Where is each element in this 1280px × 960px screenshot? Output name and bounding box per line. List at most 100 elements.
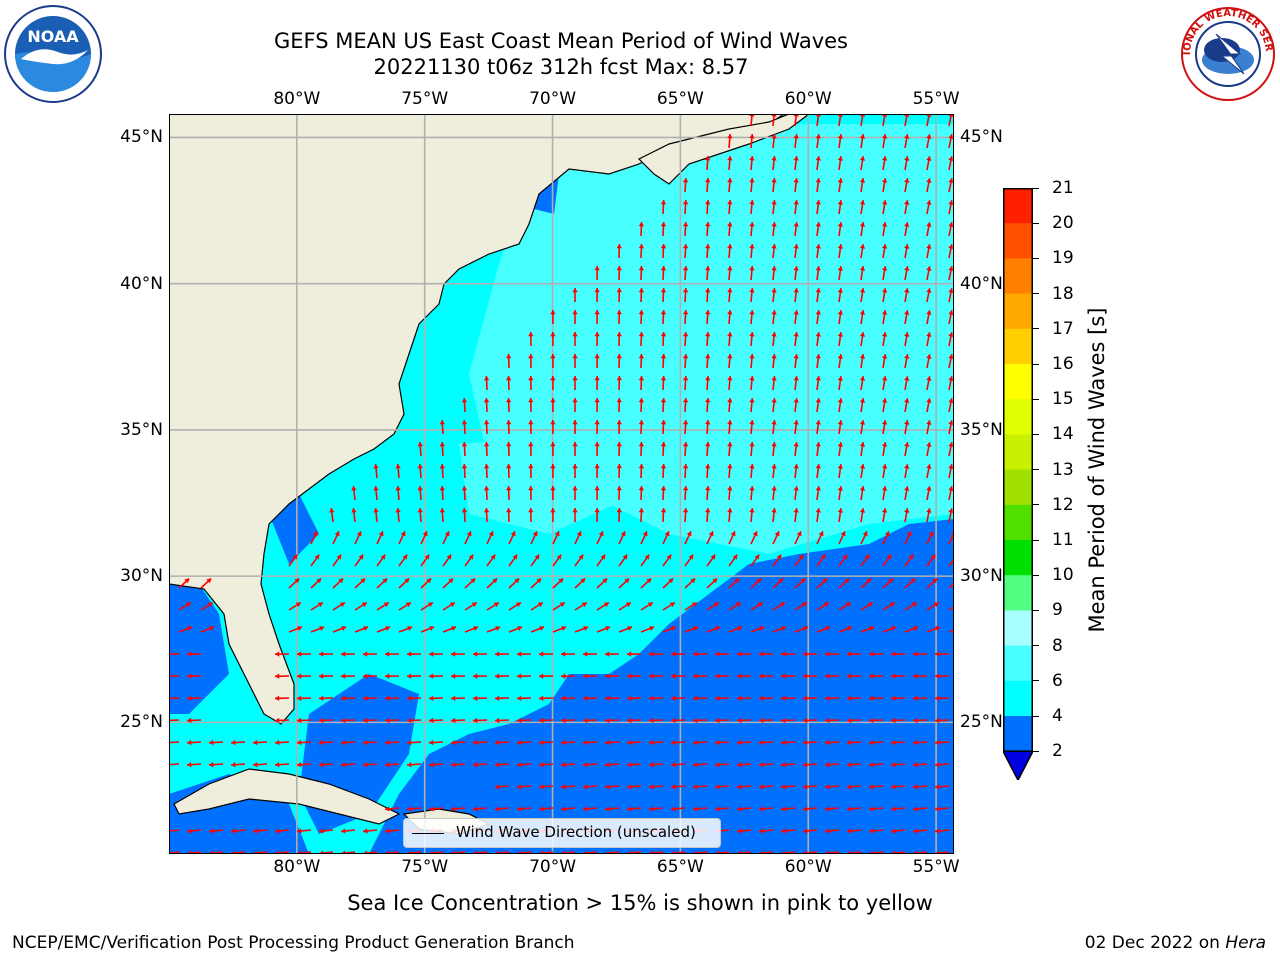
wave-direction-arrow (594, 287, 600, 303)
wave-direction-arrow (749, 133, 755, 149)
wave-direction-arrow (186, 717, 202, 724)
wave-direction-arrow (749, 331, 755, 347)
wave-direction-arrow (868, 739, 884, 746)
wave-direction-arrow (618, 577, 630, 589)
lon-label-top: 60°W (784, 89, 832, 109)
wave-direction-arrow (310, 577, 322, 589)
wave-direction-arrow (594, 265, 600, 281)
wave-direction-arrow (750, 601, 764, 611)
wave-direction-arrow (727, 265, 733, 281)
wave-direction-arrow (670, 717, 686, 724)
wave-direction-arrow (904, 156, 910, 171)
wave-direction-arrow (948, 222, 954, 237)
wave-direction-arrow (450, 651, 466, 657)
wave-direction-arrow (816, 601, 830, 611)
wave-direction-arrow (728, 625, 743, 633)
wave-direction-arrow (351, 485, 357, 501)
wave-direction-arrow (714, 717, 730, 724)
lon-label-bottom: 55°W (912, 857, 960, 877)
footer-date: 02 Dec 2022 on Hera (1085, 933, 1266, 953)
wave-direction-arrow (296, 761, 312, 768)
wave-direction-arrow (572, 353, 578, 369)
wave-direction-arrow (572, 507, 578, 523)
wave-direction-arrow (881, 420, 888, 435)
wave-direction-arrow (200, 625, 215, 633)
wave-direction-arrow (815, 266, 821, 281)
wave-direction-arrow (604, 651, 620, 657)
wave-direction-arrow (318, 828, 334, 834)
wave-direction-arrow (890, 695, 906, 702)
wave-direction-arrow (692, 695, 708, 702)
noaa-logo-text: NOAA (27, 27, 79, 46)
wave-direction-arrow (771, 397, 777, 413)
wave-direction-arrow (417, 463, 423, 479)
wave-direction-arrow (881, 310, 888, 325)
wave-direction-arrow (506, 463, 512, 479)
wave-direction-arrow (376, 530, 384, 545)
wave-direction-arrow (550, 463, 556, 479)
wave-direction-arrow (296, 695, 312, 702)
wave-direction-arrow (904, 601, 918, 611)
colorbar-segment (1003, 645, 1033, 682)
wave-direction-arrow (604, 739, 620, 746)
wave-direction-arrow (771, 441, 777, 457)
wave-direction-arrow (682, 199, 689, 215)
wave-direction-arrow (948, 442, 954, 457)
wave-direction-arrow (824, 695, 840, 702)
wave-direction-arrow (838, 577, 850, 589)
wave-direction-arrow (890, 717, 906, 724)
wave-direction-arrow (793, 178, 799, 193)
wave-direction-arrow (692, 739, 708, 746)
wave-direction-arrow (837, 200, 844, 215)
sea-ice-caption: Sea Ice Concentration > 15% is shown in … (347, 891, 933, 915)
wave-direction-arrow (926, 577, 938, 589)
wave-direction-arrow (881, 156, 888, 171)
wave-direction-arrow (560, 673, 576, 679)
wave-direction-arrow (538, 784, 554, 790)
wave-direction-arrow (727, 287, 733, 303)
wave-direction-arrow (736, 717, 752, 724)
wave-direction-arrow (859, 354, 866, 369)
wave-direction-arrow (508, 530, 516, 545)
wave-direction-arrow (771, 265, 777, 281)
wave-direction-arrow (574, 554, 584, 567)
wave-direction-arrow (881, 332, 888, 347)
wave-direction-arrow (904, 178, 910, 193)
wave-direction-arrow (494, 673, 510, 679)
colorbar-segment (1003, 258, 1033, 295)
wave-direction-arrow (815, 376, 821, 391)
wave-direction-arrow (604, 806, 620, 812)
wave-direction-arrow (727, 155, 733, 171)
wave-direction-arrow (705, 331, 711, 347)
wave-direction-arrow (670, 695, 686, 702)
wave-direction-arrow (384, 673, 400, 679)
wave-direction-arrow (881, 266, 888, 281)
colorbar-extend-triangle (1003, 750, 1033, 780)
wave-direction-arrow (749, 309, 755, 325)
wave-direction-arrow (626, 695, 642, 702)
wave-direction-arrow (837, 222, 844, 237)
wave-direction-arrow (771, 507, 777, 523)
wave-direction-arrow (494, 695, 510, 702)
wave-direction-arrow (780, 717, 796, 724)
wave-direction-arrow (926, 354, 932, 369)
footer-date-text: 02 Dec 2022 on (1084, 933, 1226, 953)
wave-direction-arrow (464, 625, 479, 633)
wave-direction-arrow (705, 419, 711, 435)
wave-direction-arrow (912, 739, 928, 746)
wave-direction-arrow (572, 375, 578, 391)
wave-direction-arrow (727, 199, 733, 215)
wave-direction-arrow (705, 485, 711, 501)
wave-direction-arrow (332, 554, 342, 567)
wave-direction-arrow (560, 717, 576, 724)
wave-direction-arrow (749, 507, 755, 523)
wave-direction-arrow (926, 508, 932, 523)
colorbar-tick-label: 16 (1052, 354, 1074, 374)
wave-direction-arrow (332, 625, 347, 633)
wave-direction-arrow (926, 530, 934, 545)
wave-direction-arrow (494, 717, 510, 724)
colorbar-segment (1003, 364, 1033, 400)
wave-direction-arrow (428, 717, 444, 724)
wave-direction-arrow (838, 554, 848, 567)
wave-direction-arrow (550, 485, 556, 501)
